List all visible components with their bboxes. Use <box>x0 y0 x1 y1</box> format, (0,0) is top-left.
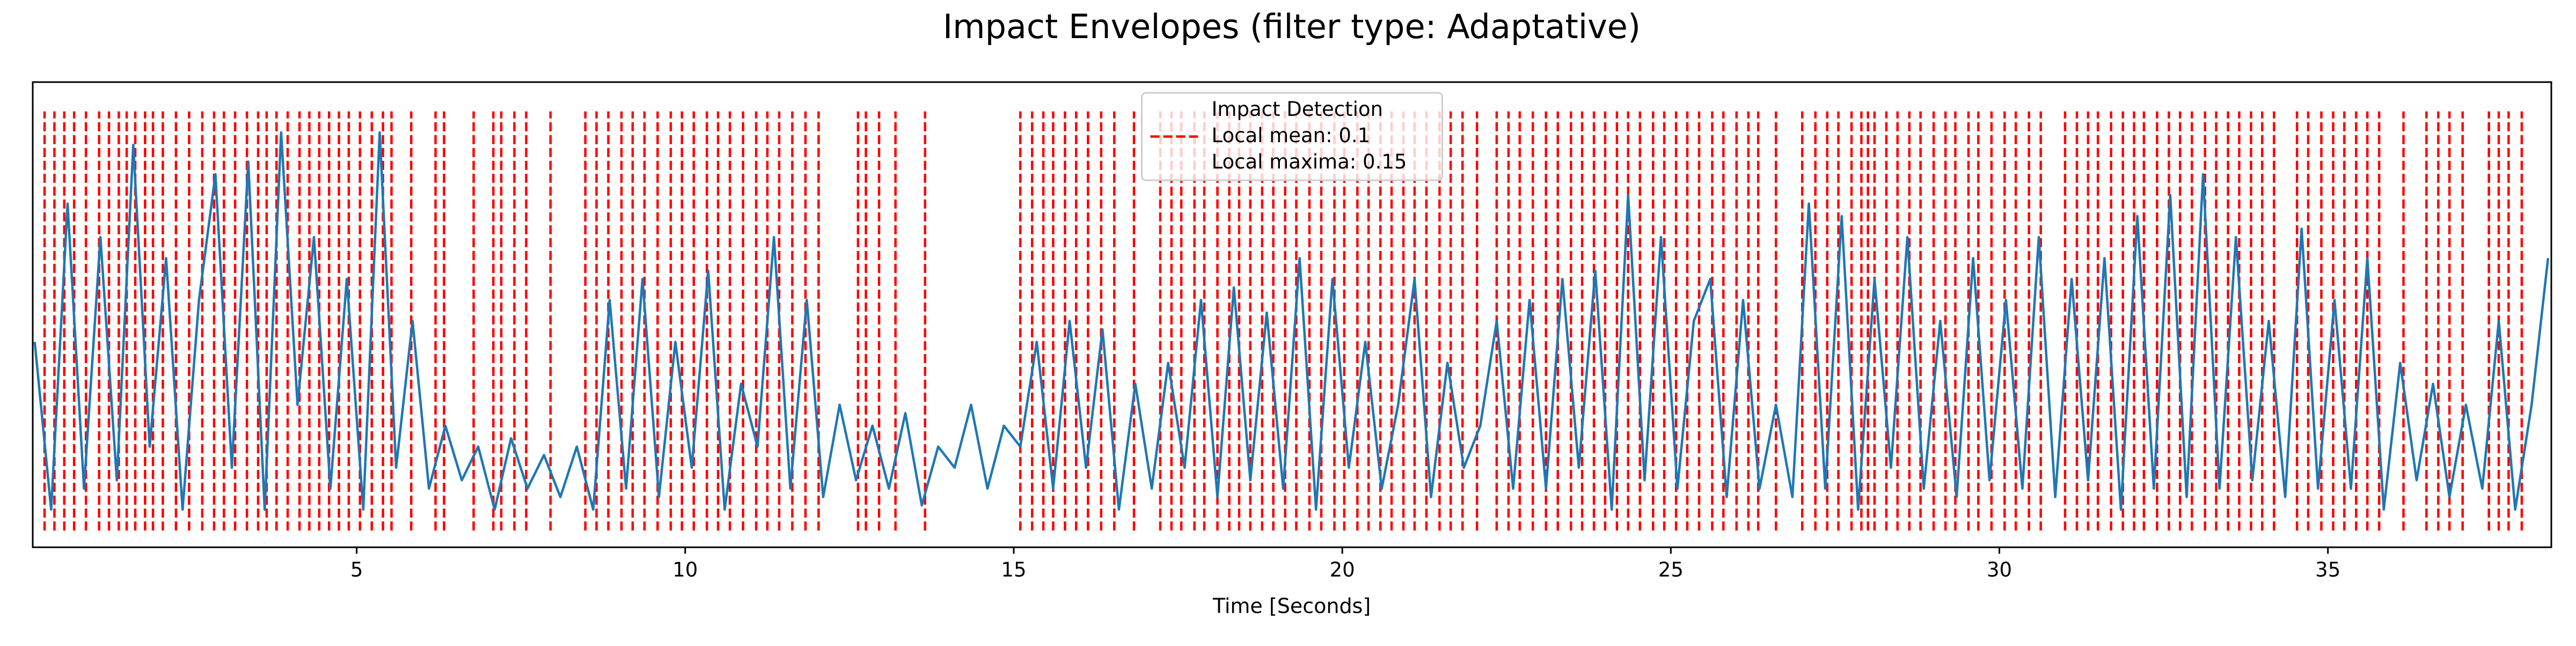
signal-line <box>33 131 2550 511</box>
x-tick-label: 25 <box>1658 559 1684 582</box>
legend-box <box>1141 92 1443 181</box>
x-tick-label: 10 <box>672 559 698 582</box>
x-tick-label: 30 <box>1987 559 2012 582</box>
x-tick-label: 15 <box>1001 559 1026 582</box>
x-tick-label: 35 <box>2315 559 2340 582</box>
legend-label: Local maxima: 0.15 <box>1212 150 1407 173</box>
legend-label: Local mean: 0.1 <box>1212 124 1371 147</box>
x-tick-label: 5 <box>350 559 363 582</box>
chart-title: Impact Envelopes (filter type: Adaptativ… <box>943 7 1641 46</box>
plot-area <box>33 111 2550 531</box>
axes-frame <box>32 81 2552 548</box>
legend-label: Impact Detection <box>1212 98 1383 121</box>
x-tick-label: 20 <box>1330 559 1355 582</box>
x-axis-label: Time [Seconds] <box>1212 594 1371 618</box>
